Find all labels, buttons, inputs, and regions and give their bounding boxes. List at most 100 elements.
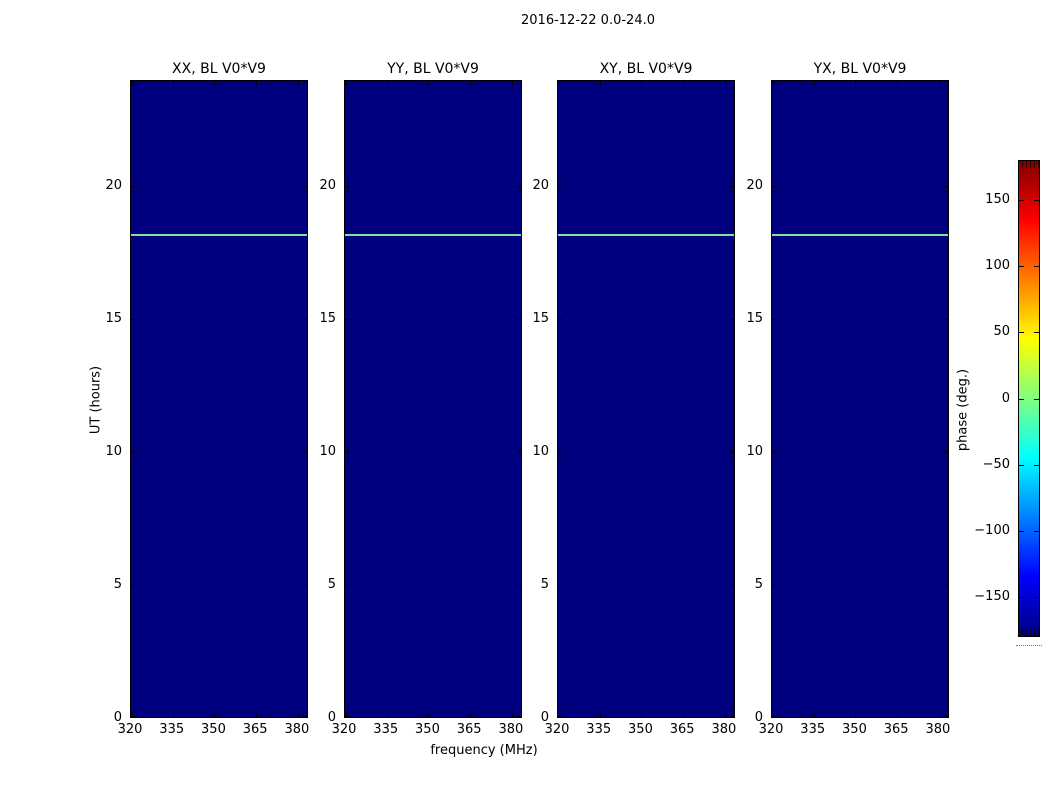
colorbar-tick-label: 150 [985, 191, 1010, 207]
y-tick-left [345, 716, 349, 717]
y-tick-label: 5 [113, 577, 122, 593]
y-tick-left [772, 716, 776, 717]
y-tick-left [558, 452, 562, 454]
feature-line [558, 234, 734, 237]
y-tick-label: 0 [540, 710, 549, 725]
colorbar-tick-right [1034, 597, 1039, 599]
x-tick-bottom [386, 713, 388, 717]
y-tick-right [944, 716, 948, 717]
x-tick-top [214, 81, 216, 85]
x-tick-bottom [172, 713, 174, 717]
panel-title: XY, BL V0*V9 [599, 61, 693, 77]
y-tick-label: 0 [754, 710, 763, 725]
colorbar-tick-right [1034, 531, 1039, 532]
heatmap-panel-yy [344, 80, 522, 718]
figure-title: 2016-12-22 0.0-24.0 [521, 13, 655, 28]
panel-title: YX, BL V0*V9 [813, 61, 907, 77]
x-tick-label: 335 [159, 722, 185, 737]
heatmap-panel-xy [557, 80, 735, 718]
panel-title: YY, BL V0*V9 [387, 61, 479, 77]
colorbar-top-hatch [1030, 161, 1031, 168]
x-tick-label: 320 [117, 722, 143, 737]
x-tick-top [346, 81, 347, 85]
x-tick-bottom [599, 713, 601, 717]
colorbar-tick-left [1019, 531, 1024, 532]
x-tick-top [132, 81, 133, 85]
x-tick-label: 365 [669, 722, 695, 737]
x-tick-label: 320 [331, 722, 357, 737]
x-tick-bottom [773, 713, 774, 717]
y-tick-label: 5 [327, 577, 336, 593]
y-tick-label: 20 [105, 178, 122, 194]
y-tick-right [303, 452, 307, 454]
heatmap-panel-xx [130, 80, 308, 718]
y-tick-label: 15 [105, 311, 122, 327]
x-tick-label: 380 [284, 722, 310, 737]
x-tick-top [897, 81, 899, 85]
x-tick-label: 320 [544, 722, 570, 737]
colorbar-tick-right [1034, 266, 1039, 267]
x-tick-label: 350 [842, 722, 867, 737]
x-tick-bottom [511, 713, 513, 717]
x-tick-bottom [256, 713, 258, 717]
y-tick-label: 20 [532, 178, 549, 194]
colorbar-bottom-hatch [1038, 629, 1039, 636]
y-tick-left [558, 585, 562, 587]
colorbar-tick-left [1019, 266, 1024, 267]
x-tick-top [773, 81, 774, 85]
x-tick-bottom [683, 713, 685, 717]
x-tick-top [938, 81, 940, 85]
y-tick-right [730, 186, 734, 188]
y-tick-right [517, 716, 521, 717]
y-tick-left [772, 186, 776, 188]
heatmap-panel-yx [771, 80, 949, 718]
x-tick-top [559, 81, 560, 85]
colorbar-underline [1016, 645, 1042, 646]
x-tick-bottom [641, 713, 643, 717]
y-tick-left [345, 452, 349, 454]
x-tick-bottom [938, 713, 940, 717]
y-tick-left [131, 186, 135, 188]
y-axis-label: UT (hours) [88, 365, 104, 435]
x-axis-label: frequency (MHz) [430, 743, 538, 758]
y-tick-left [131, 716, 135, 717]
x-tick-label: 335 [800, 722, 826, 737]
x-tick-top [724, 81, 726, 85]
x-tick-label: 335 [586, 722, 612, 737]
colorbar-tick-left [1019, 398, 1024, 400]
y-tick-label: 10 [746, 444, 763, 460]
y-tick-left [772, 319, 776, 321]
y-tick-right [944, 186, 948, 188]
x-tick-top [855, 81, 857, 85]
colorbar-tick-label: −150 [974, 589, 1010, 605]
x-tick-label: 365 [242, 722, 268, 737]
x-tick-top [386, 81, 388, 85]
y-tick-right [303, 319, 307, 321]
y-tick-right [303, 186, 307, 188]
colorbar-tick-right [1034, 199, 1039, 201]
colorbar-bottom-hatch [1034, 629, 1035, 636]
x-tick-label: 365 [883, 722, 909, 737]
colorbar-tick-right [1034, 464, 1039, 466]
y-tick-left [131, 319, 135, 321]
y-tick-label: 20 [746, 178, 763, 194]
x-tick-top [297, 81, 299, 85]
colorbar-bottom-hatch [1030, 629, 1031, 636]
colorbar-tick-label: 100 [985, 258, 1010, 273]
panel-title: XX, BL V0*V9 [172, 61, 266, 77]
colorbar-tick-label: 50 [993, 324, 1010, 340]
colorbar-top-hatch [1026, 161, 1027, 168]
x-tick-bottom [559, 713, 560, 717]
x-tick-top [470, 81, 472, 85]
x-tick-bottom [428, 713, 430, 717]
y-tick-right [303, 716, 307, 717]
x-tick-label: 335 [373, 722, 399, 737]
feature-line [772, 234, 948, 237]
y-tick-right [730, 319, 734, 321]
y-tick-left [345, 186, 349, 188]
colorbar-tick-left [1019, 464, 1024, 466]
x-tick-label: 350 [201, 722, 226, 737]
colorbar-bottom-hatch [1026, 629, 1027, 636]
y-tick-right [944, 319, 948, 321]
